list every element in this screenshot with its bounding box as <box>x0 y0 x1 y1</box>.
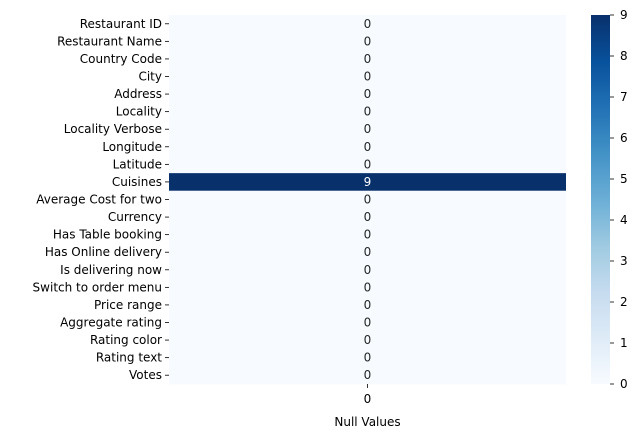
y-tick-label: Country Code <box>80 52 162 66</box>
y-tick-label: Restaurant ID <box>80 17 162 31</box>
y-tick-label: Average Cost for two <box>36 193 162 207</box>
heatmap-cell <box>169 278 566 297</box>
heatmap-cells <box>169 15 566 385</box>
x-axis-label: Null Values <box>334 415 400 429</box>
heatmap-cell <box>169 243 566 262</box>
x-tick-label: 0 <box>364 392 372 406</box>
cell-annotation: 0 <box>364 351 372 365</box>
heatmap-cell <box>169 296 566 315</box>
y-tick-label: Restaurant Name <box>57 34 162 48</box>
y-tick-label: Address <box>114 87 162 101</box>
y-tick-label: Has Table booking <box>53 228 162 242</box>
heatmap-cell <box>169 313 566 332</box>
cell-annotation: 0 <box>364 17 372 31</box>
colorbar-tick-label: 5 <box>620 172 628 186</box>
colorbar-tick-label: 9 <box>620 8 628 22</box>
y-tick-label: Votes <box>129 368 162 382</box>
heatmap-cell <box>169 50 566 69</box>
y-tick-label: Locality Verbose <box>64 122 162 136</box>
y-tick-label: Aggregate rating <box>60 316 162 330</box>
cell-annotation: 0 <box>364 87 372 101</box>
heatmap-cell <box>169 15 566 34</box>
heatmap-cell <box>169 348 566 367</box>
cell-annotation: 0 <box>364 228 372 242</box>
heatmap-cell <box>169 173 566 192</box>
heatmap-cell <box>169 331 566 350</box>
cell-annotation: 0 <box>364 210 372 224</box>
colorbar-tick-label: 7 <box>620 90 628 104</box>
heatmap-cell <box>169 102 566 121</box>
cell-annotation: 0 <box>364 368 372 382</box>
y-tick-label: Is delivering now <box>60 263 162 277</box>
heatmap-cell <box>169 32 566 51</box>
y-tick-label: Cuisines <box>112 175 162 189</box>
cell-annotation: 0 <box>364 193 372 207</box>
y-tick-label: Has Online delivery <box>45 245 162 259</box>
heatmap-cell <box>169 120 566 139</box>
heatmap-cell <box>169 208 566 227</box>
colorbar-tick-label: 2 <box>620 295 628 309</box>
heatmap-cell <box>169 67 566 86</box>
y-tick-label: Price range <box>94 298 162 312</box>
y-tick-label: Currency <box>108 210 162 224</box>
cell-annotation: 0 <box>364 70 372 84</box>
colorbar-tick-label: 3 <box>620 254 628 268</box>
cell-annotation: 0 <box>364 157 372 171</box>
heatmap-cell <box>169 85 566 104</box>
heatmap-cell <box>169 261 566 280</box>
heatmap-cell <box>169 155 566 174</box>
cell-annotation: 0 <box>364 105 372 119</box>
y-axis: Restaurant ID Restaurant Name Country Code… <box>33 17 169 382</box>
colorbar-tick-label: 4 <box>620 213 628 227</box>
y-tick-label: City <box>138 70 162 84</box>
cell-annotation: 9 <box>364 175 372 189</box>
colorbar: 0 1 2 3 4 5 6 7 8 9 <box>591 8 628 391</box>
cell-annotation: 0 <box>364 34 372 48</box>
y-tick-label: Rating color <box>90 333 162 347</box>
colorbar-tick-label: 0 <box>620 377 628 391</box>
cell-annotation: 0 <box>364 245 372 259</box>
y-tick-label: Longitude <box>102 140 162 154</box>
colorbar-tick-label: 6 <box>620 131 628 145</box>
y-tick-label: Rating text <box>96 351 162 365</box>
cell-annotation: 0 <box>364 52 372 66</box>
heatmap-cell <box>169 225 566 244</box>
x-axis: 0 Null Values <box>334 384 401 429</box>
heatmap-cell <box>169 138 566 157</box>
y-tick-label: Locality <box>116 105 162 119</box>
heatmap-cell <box>169 366 566 385</box>
heatmap-cell <box>169 190 566 209</box>
cell-annotation: 0 <box>364 263 372 277</box>
cell-annotation: 0 <box>364 298 372 312</box>
cell-annotation: 0 <box>364 280 372 294</box>
y-tick-label: Latitude <box>113 157 162 171</box>
cell-annotation: 0 <box>364 333 372 347</box>
cell-annotation: 0 <box>364 140 372 154</box>
colorbar-tick-label: 1 <box>620 336 628 350</box>
cell-annotation: 0 <box>364 122 372 136</box>
cell-annotations: 0 0 0 0 0 0 0 0 0 9 0 0 0 0 0 0 0 0 0 0 0 <box>364 17 372 382</box>
y-tick-label: Switch to order menu <box>33 280 162 294</box>
colorbar-tick-label: 8 <box>620 49 628 63</box>
cell-annotation: 0 <box>364 316 372 330</box>
colorbar-gradient <box>591 15 610 384</box>
colorbar-ticks: 0 1 2 3 4 5 6 7 8 9 <box>610 8 628 391</box>
